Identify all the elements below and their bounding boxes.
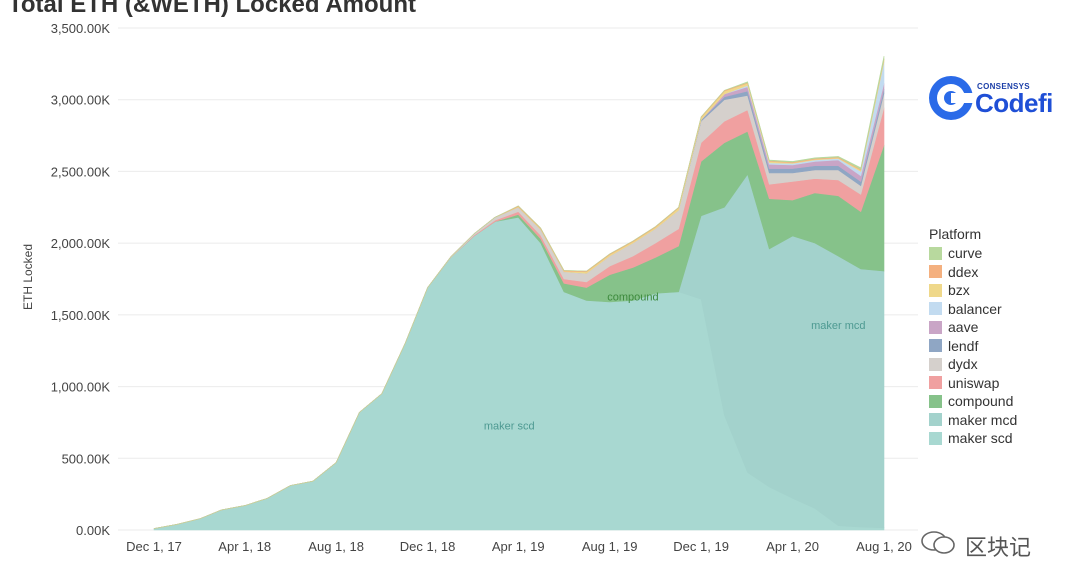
legend-label: lendf (948, 337, 979, 354)
legend-label: aave (948, 319, 979, 336)
area-curve (153, 55, 885, 529)
area-label-maker-mcd: maker mcd (811, 320, 865, 332)
legend-swatch (929, 320, 942, 334)
legend-label: balancer (948, 300, 1002, 317)
legend-item-ddex[interactable]: ddex (929, 263, 1017, 282)
codefi-logo-icon (929, 76, 973, 120)
legend-label: curve (948, 245, 983, 262)
y-tick-label: 3,000.00K (51, 93, 111, 108)
legend-item-bzx[interactable]: bzx (929, 281, 1017, 300)
y-tick-label: 2,500.00K (51, 164, 111, 179)
legend-label: ddex (948, 263, 979, 280)
x-tick-label: Dec 1, 19 (673, 539, 729, 554)
x-tick-label: Apr 1, 18 (218, 539, 271, 554)
y-tick-label: 500.00K (62, 451, 111, 466)
legend-item-uniswap[interactable]: uniswap (929, 374, 1017, 393)
legend-item-curve[interactable]: curve (929, 244, 1017, 263)
x-tick-label: Apr 1, 20 (766, 539, 819, 554)
legend-item-maker-scd[interactable]: maker scd (929, 429, 1017, 448)
area-labels: maker scd compound maker mcd (484, 292, 866, 433)
logo-wordmark: Codefi (975, 88, 1053, 118)
legend-item-balancer[interactable]: balancer (929, 300, 1017, 319)
legend-swatch (929, 339, 942, 353)
y-axis-title: ETH Locked (21, 244, 35, 310)
area-label-maker-scd: maker scd (484, 421, 535, 433)
chart-title: Total ETH (&WETH) Locked Amount (8, 0, 416, 18)
codefi-logo: CONSENSYS Codefi (927, 74, 1077, 124)
legend-item-aave[interactable]: aave (929, 318, 1017, 337)
legend-swatch (929, 376, 942, 390)
legend-swatch (929, 357, 942, 371)
legend-swatch (929, 246, 942, 260)
x-tick-label: Dec 1, 18 (400, 539, 456, 554)
y-tick-label: 2,000.00K (51, 236, 111, 251)
legend-swatch (929, 283, 942, 297)
y-tick-label: 1,500.00K (51, 308, 111, 323)
legend-label: maker mcd (948, 411, 1018, 428)
legend-items: curve ddex bzx balancer aave lendf dydx uniswap… (929, 244, 1017, 448)
legend-label: dydx (948, 356, 978, 373)
watermark-text: 区块记 (965, 536, 1032, 561)
legend-label: uniswap (948, 374, 1000, 391)
y-axis-tick-labels: 0.00K 500.00K 1,000.00K 1,500.00K 2,000.00K 2… (51, 21, 111, 538)
legend: Platform curve ddex bzx balancer aave lendf dy… (929, 226, 1017, 448)
x-tick-label: Apr 1, 19 (492, 539, 545, 554)
x-tick-label: Aug 1, 20 (856, 539, 912, 554)
area-label-compound: compound (607, 292, 658, 304)
x-tick-label: Aug 1, 18 (308, 539, 364, 554)
legend-item-maker-mcd[interactable]: maker mcd (929, 411, 1017, 430)
wechat-icon (921, 531, 955, 554)
y-tick-label: 1,000.00K (51, 380, 111, 395)
legend-label: bzx (948, 282, 970, 299)
legend-label: compound (948, 393, 1014, 410)
x-axis-tick-labels: Dec 1, 17 Apr 1, 18 Aug 1, 18 Dec 1, 18 Apr … (126, 539, 912, 554)
stacked-area-chart: maker scd compound maker mcd 0.00K 500.00K 1… (21, 21, 918, 554)
logo-superscript: CONSENSYS (977, 82, 1030, 91)
x-tick-label: Aug 1, 19 (582, 539, 638, 554)
legend-swatch (929, 265, 942, 279)
legend-swatch (929, 302, 942, 316)
x-tick-label: Dec 1, 17 (126, 539, 182, 554)
legend-swatch (929, 394, 942, 408)
legend-item-dydx[interactable]: dydx (929, 355, 1017, 374)
wechat-watermark: 区块记 (915, 528, 1055, 561)
area-series (153, 55, 885, 531)
y-tick-label: 0.00K (76, 523, 110, 538)
legend-label: maker scd (948, 430, 1013, 447)
legend-item-compound[interactable]: compound (929, 392, 1017, 411)
legend-title: Platform (929, 226, 982, 242)
y-tick-label: 3,500.00K (51, 21, 111, 36)
legend-item-lendf[interactable]: lendf (929, 337, 1017, 356)
legend-swatch (929, 413, 942, 427)
legend-swatch (929, 431, 942, 445)
